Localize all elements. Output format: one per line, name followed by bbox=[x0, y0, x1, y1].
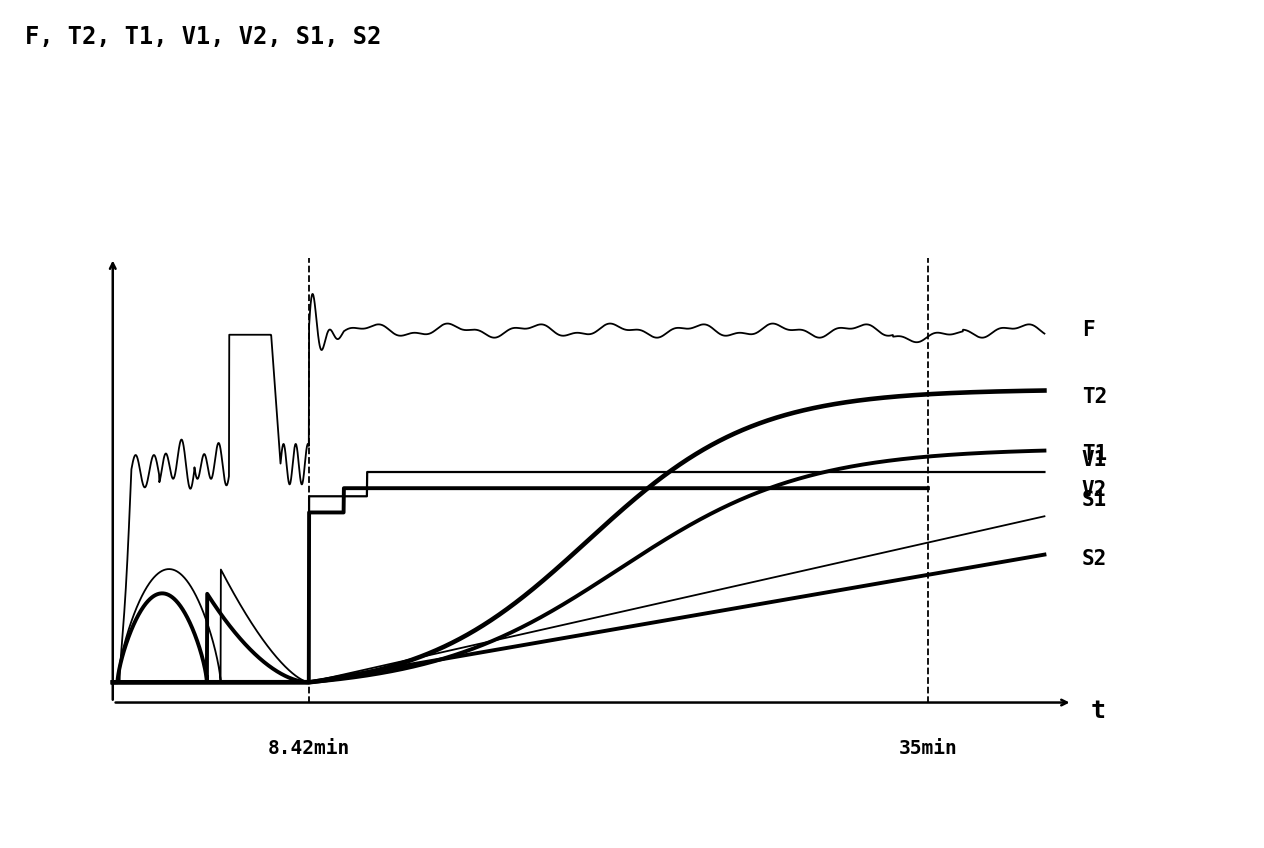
Text: V2: V2 bbox=[1082, 480, 1107, 500]
Text: V1: V1 bbox=[1082, 450, 1107, 470]
Text: 8.42min: 8.42min bbox=[268, 739, 350, 758]
Text: F, T2, T1, V1, V2, S1, S2: F, T2, T1, V1, V2, S1, S2 bbox=[25, 25, 382, 49]
Text: S2: S2 bbox=[1082, 549, 1107, 569]
Text: S1: S1 bbox=[1082, 490, 1107, 510]
Text: T2: T2 bbox=[1082, 388, 1107, 407]
Text: t: t bbox=[1091, 699, 1106, 722]
Text: 35min: 35min bbox=[899, 739, 957, 758]
Text: T1: T1 bbox=[1082, 444, 1107, 464]
Text: F: F bbox=[1082, 321, 1095, 340]
